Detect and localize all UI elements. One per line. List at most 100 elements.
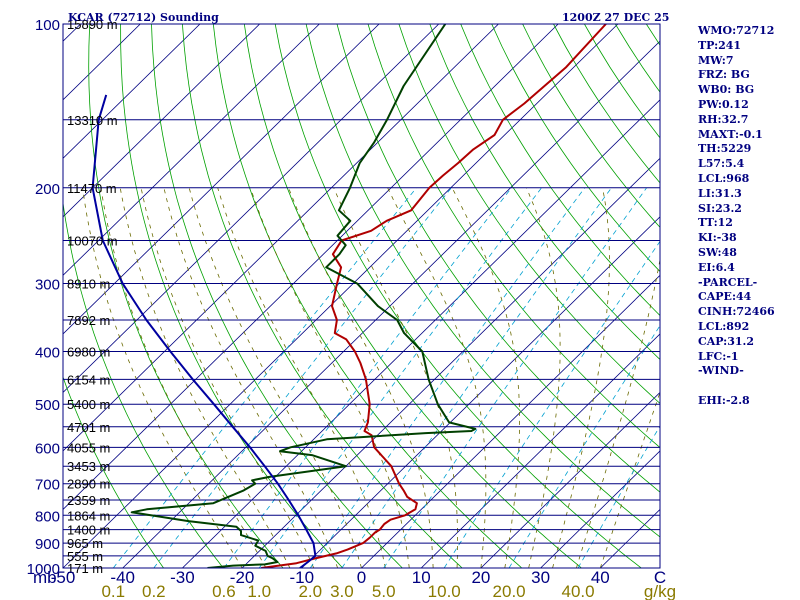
height-label: 4055 m <box>67 440 110 455</box>
pressure-unit-label: mb <box>33 568 57 587</box>
index-item: MW:7 <box>698 53 734 67</box>
index-item: CINH:72466 <box>698 305 775 319</box>
height-label: 4701 m <box>67 420 110 435</box>
index-item: RH:32.7 <box>698 112 749 126</box>
isotherm-line <box>63 24 380 335</box>
temperature-trace <box>261 24 607 568</box>
index-item: -WIND- <box>698 364 744 378</box>
index-item: SW:48 <box>698 245 737 259</box>
index-item: CAPE:44 <box>698 290 752 304</box>
index-item: EHI:-2.8 <box>698 393 750 407</box>
mixing-ratio-tick-label: 10.0 <box>428 582 461 600</box>
isotherm-line <box>301 216 660 568</box>
index-item: TH:5229 <box>698 142 752 156</box>
pressure-tick-label: 800 <box>35 508 60 525</box>
index-item: TP:241 <box>698 38 742 52</box>
index-item: MAXT:-0.1 <box>698 127 763 141</box>
temperature-tick-label: -40 <box>110 568 135 587</box>
moist-adiabat-line <box>250 187 410 568</box>
height-label: 15890 m <box>67 17 118 32</box>
mixing-ratio-tick-label: 0.6 <box>212 582 236 600</box>
isotherm-line <box>420 333 660 568</box>
mixing-ratio-tick-label: 0.2 <box>142 582 166 600</box>
temperature-tick-label: 30 <box>531 568 550 587</box>
index-item: WB0: BG <box>698 83 755 97</box>
mixing-ratio-tick-label: 2.0 <box>298 582 322 600</box>
height-label: 171 m <box>67 561 103 576</box>
height-label: 8910 m <box>67 277 110 292</box>
temperature-unit-label: C <box>654 568 666 587</box>
temperature-tick-label: 20 <box>471 568 490 587</box>
pressure-tick-label: 1000 <box>27 561 60 578</box>
mixing-ratio-line <box>443 240 660 568</box>
pressure-tick-label: 600 <box>35 440 60 457</box>
height-label: 3453 m <box>67 459 110 474</box>
index-item: LCL:968 <box>698 171 750 185</box>
temperature-tick-label: 40 <box>591 568 610 587</box>
sounding-time: 1200Z 27 DEC 25 <box>562 11 669 24</box>
isotherm-line <box>63 24 440 393</box>
isotherm-line <box>241 157 660 568</box>
isotherm-line <box>63 24 201 159</box>
height-label: 965 m <box>67 536 103 551</box>
moist-adiabat-line <box>451 187 520 568</box>
mixing-ratio-line <box>223 187 512 568</box>
index-item: FRZ: BG <box>698 68 750 82</box>
mixing-ratio-tick-label: 0.1 <box>101 582 125 600</box>
temperature-tick-label: -20 <box>230 568 255 587</box>
moist-adiabat-line <box>526 187 561 568</box>
mixing-ratio-unit-label: g/kg <box>644 582 676 600</box>
height-label: 7892 m <box>67 313 110 328</box>
temperature-tick-label: -50 <box>51 568 76 587</box>
mixing-ratio-line <box>508 324 660 568</box>
index-item: SI:23.2 <box>698 201 742 215</box>
parcel-trace <box>91 94 317 568</box>
moist-adiabat-line <box>82 187 243 568</box>
index-item: TT:12 <box>698 216 733 230</box>
temperature-tick-label: -10 <box>290 568 315 587</box>
moist-adiabat-line <box>119 187 291 568</box>
height-label: 2359 m <box>67 493 110 508</box>
height-label: 1864 m <box>67 508 110 523</box>
isotherm-line <box>63 24 559 511</box>
height-label: 1400 m <box>67 523 110 538</box>
pressure-tick-label: 400 <box>35 345 60 362</box>
index-item: L57:5.4 <box>698 157 745 171</box>
height-label: 6980 m <box>67 345 110 360</box>
sounding-traces <box>91 24 607 568</box>
height-label: 11470 m <box>67 181 117 196</box>
pressure-tick-label: 300 <box>35 277 60 294</box>
mixing-ratio-tick-label: 1.0 <box>247 582 271 600</box>
plot-background <box>63 24 660 568</box>
station-title: KCAR (72712) Sounding <box>68 11 219 24</box>
temperature-tick-label: 0 <box>357 568 366 587</box>
moist-adiabat-line <box>188 187 362 568</box>
height-label: 6154 m <box>67 372 110 387</box>
height-label: 2890 m <box>67 477 110 492</box>
dewpoint-trace <box>130 24 477 568</box>
index-item: EI:6.4 <box>698 260 735 274</box>
stability-indices: WMO:72712 TP:241 MW:7 FRZ: BG WB0: BG PW:0.12… <box>698 24 775 409</box>
mixing-ratio-line <box>153 187 452 568</box>
isotherm-line <box>122 40 660 568</box>
pressure-tick-label: 700 <box>35 477 60 494</box>
temperature-tick-label: 10 <box>412 568 431 587</box>
isotherm-line <box>63 24 260 218</box>
pressure-tick-label: 900 <box>35 536 60 553</box>
mixing-ratio-tick-label: 40.0 <box>562 582 595 600</box>
height-label: 13310 m <box>67 113 118 128</box>
index-item: KI:-38 <box>698 231 737 245</box>
index-item: WMO:72712 <box>698 24 775 37</box>
isotherm-line <box>63 24 320 276</box>
index-item: -PARCEL- <box>698 275 758 289</box>
index-item: PW:0.12 <box>698 97 749 111</box>
height-label: 10070 m <box>67 233 118 248</box>
pressure-tick-label: 500 <box>35 397 60 414</box>
isotherm-line <box>0 24 21 568</box>
index-item: LFC:-1 <box>698 349 739 363</box>
index-item <box>698 379 775 394</box>
isotherm-line <box>480 391 660 568</box>
isotherm-line <box>540 450 660 568</box>
